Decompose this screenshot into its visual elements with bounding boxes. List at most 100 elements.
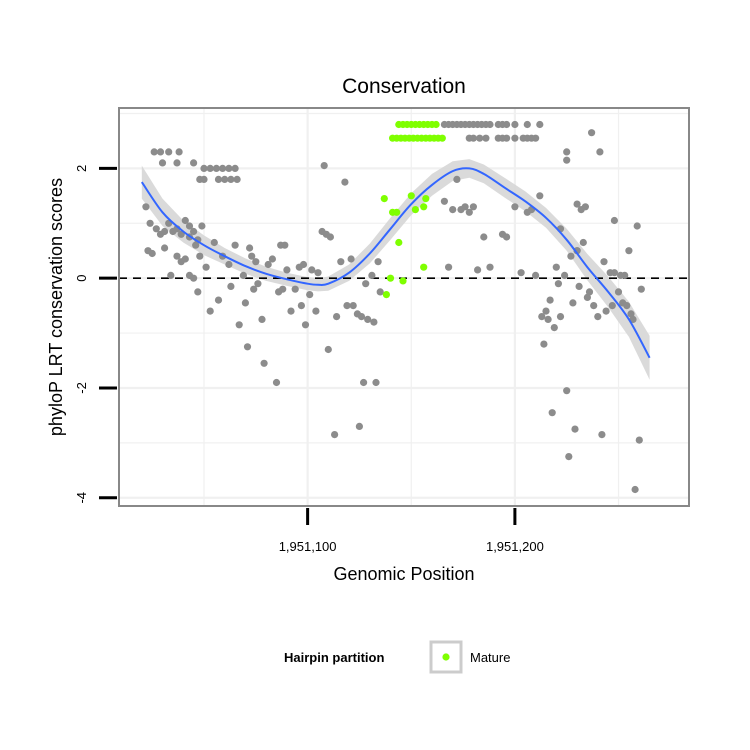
data-point-other — [602, 307, 610, 315]
data-point-other — [461, 203, 469, 211]
data-point-other — [301, 321, 310, 329]
x-axis-label: Genomic Position — [333, 564, 474, 584]
data-point-other — [532, 134, 540, 142]
data-point-other — [583, 293, 592, 301]
data-point-other — [190, 159, 198, 167]
data-point-other — [585, 288, 594, 296]
data-point-other — [324, 345, 332, 354]
data-point-other — [552, 263, 560, 271]
data-point-mature — [432, 120, 440, 129]
data-point-other — [579, 238, 587, 247]
data-point-mature — [386, 274, 395, 282]
data-point-other — [544, 315, 552, 323]
data-point-other — [268, 255, 276, 263]
data-point-other — [372, 378, 380, 387]
data-point-other — [465, 208, 473, 216]
x-axis-ticks: 1,951,100 1,951,200 — [279, 508, 544, 554]
data-point-other — [314, 269, 322, 277]
data-point-other — [453, 175, 461, 183]
data-point-mature — [438, 134, 446, 142]
data-point-other — [355, 422, 363, 430]
data-point-other — [219, 164, 227, 172]
data-point-other — [308, 266, 316, 274]
data-point-other — [227, 175, 235, 183]
data-point-other — [173, 159, 181, 167]
data-point-mature — [420, 263, 428, 271]
data-point-other — [503, 233, 511, 241]
data-point-other — [637, 285, 645, 293]
data-point-other — [252, 258, 260, 266]
data-point-other — [563, 148, 571, 156]
data-point-other — [281, 241, 289, 249]
data-point-other — [297, 302, 305, 310]
data-point-other — [563, 156, 571, 164]
data-point-other — [347, 255, 355, 263]
data-point-other — [291, 285, 299, 293]
legend-label-mature: Mature — [470, 650, 510, 665]
data-point-other — [548, 409, 556, 417]
data-point-other — [233, 175, 241, 183]
data-point-mature — [393, 208, 401, 216]
data-point-other — [231, 241, 239, 249]
data-point-other — [374, 258, 382, 266]
data-point-other — [511, 120, 519, 129]
data-point-other — [536, 120, 544, 129]
data-point-other — [150, 148, 158, 156]
data-point-other — [503, 134, 511, 142]
data-point-other — [575, 282, 583, 290]
data-point-other — [349, 302, 357, 310]
mature-points — [380, 120, 446, 299]
data-point-other — [299, 260, 308, 269]
data-point-mature — [395, 238, 403, 247]
data-point-other — [440, 197, 448, 205]
data-point-other — [474, 266, 482, 274]
data-point-other — [556, 313, 565, 321]
data-point-other — [469, 134, 477, 142]
data-point-other — [156, 148, 165, 156]
data-point-other — [546, 296, 554, 304]
data-point-other — [376, 288, 384, 296]
data-point-other — [598, 431, 606, 439]
x-tick-label: 1,951,200 — [486, 539, 544, 554]
data-point-other — [370, 318, 378, 326]
data-point-other — [614, 288, 623, 296]
data-point-other — [231, 164, 239, 172]
data-point-other — [206, 307, 214, 315]
data-point-other — [563, 387, 571, 395]
data-point-other — [590, 302, 598, 310]
data-point-other — [368, 271, 376, 279]
data-point-other — [326, 233, 334, 241]
data-point-mature — [411, 206, 419, 214]
data-point-other — [306, 291, 314, 299]
data-point-other — [167, 271, 175, 279]
data-point-other — [610, 216, 619, 225]
data-point-other — [194, 288, 202, 296]
data-point-other — [581, 203, 590, 211]
data-point-other — [542, 307, 550, 315]
data-point-other — [250, 285, 258, 293]
plot-border — [118, 107, 690, 507]
data-point-other — [312, 307, 320, 315]
data-point-other — [480, 233, 488, 241]
data-point-other — [523, 120, 531, 129]
data-point-other — [449, 206, 457, 214]
data-point-other — [279, 285, 287, 293]
data-point-other — [254, 280, 262, 288]
data-point-other — [610, 269, 619, 277]
data-point-other — [517, 269, 525, 277]
data-point-other — [608, 302, 616, 310]
data-point-other — [241, 299, 249, 307]
data-point-other — [360, 378, 368, 387]
data-point-other — [567, 252, 575, 260]
y-tick-label: -2 — [74, 382, 89, 394]
data-point-mature — [407, 192, 415, 200]
data-point-other — [181, 255, 189, 263]
y-axis-ticks: -4 -2 0 2 — [74, 165, 117, 504]
y-axis-label: phyloP LRT conservation scores — [46, 178, 66, 436]
data-point-mature — [422, 195, 430, 203]
data-point-other — [260, 359, 268, 367]
data-point-other — [196, 252, 204, 260]
data-point-other — [161, 227, 169, 236]
data-point-other — [445, 263, 453, 271]
